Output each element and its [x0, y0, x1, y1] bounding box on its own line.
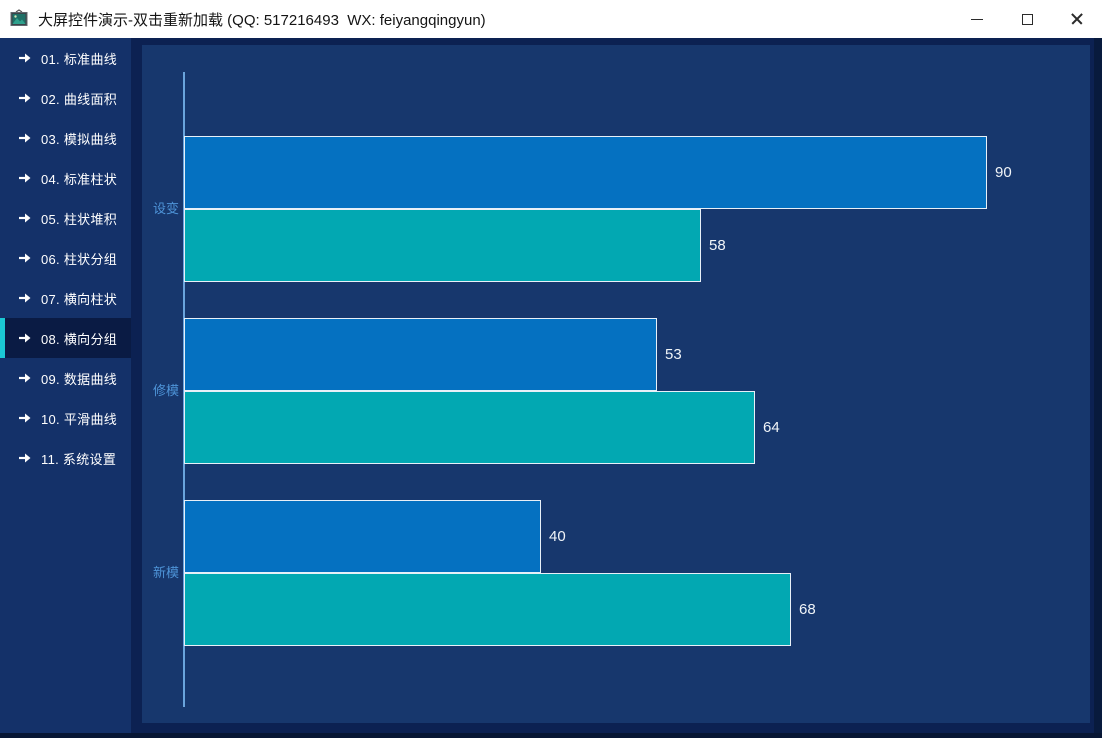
bar-series-teal-新模: [184, 573, 791, 646]
bar-series-teal-修模: [184, 391, 755, 464]
bar-series-blue-设变: [184, 136, 987, 209]
arrow-right-icon: [18, 292, 32, 304]
arrow-right-icon: [18, 92, 32, 104]
window-right-edge: [1094, 38, 1102, 738]
sidebar-item-label: 08. 横向分组: [41, 331, 118, 347]
category-label: 设变: [152, 201, 179, 216]
maximize-button[interactable]: [1002, 0, 1052, 38]
arrow-right-icon: [18, 452, 32, 464]
bar-value-label: 64: [763, 419, 780, 436]
sidebar-item-label: 06. 柱状分组: [41, 251, 118, 267]
close-icon: [1070, 12, 1084, 26]
bar-value-label: 53: [665, 346, 682, 363]
minimize-button[interactable]: [952, 0, 1002, 38]
window-controls: [952, 0, 1102, 38]
arrow-right-icon: [18, 172, 32, 184]
app-icon: [9, 9, 29, 29]
sidebar-item-07[interactable]: 07. 横向柱状: [0, 278, 131, 318]
sidebar-item-label: 07. 横向柱状: [41, 291, 118, 307]
sidebar-item-02[interactable]: 02. 曲线面积: [0, 78, 131, 118]
arrow-right-icon: [18, 412, 32, 424]
bar-value-label: 68: [799, 601, 816, 618]
close-button[interactable]: [1052, 0, 1102, 38]
bar-series-teal-设变: [184, 209, 701, 282]
arrow-right-icon: [18, 132, 32, 144]
arrow-right-icon: [18, 332, 32, 344]
window-title: 大屏控件演示-双击重新加载 (QQ: 517216493 WX: feiyang…: [38, 11, 486, 29]
sidebar-item-label: 05. 柱状堆积: [41, 211, 118, 227]
sidebar-item-11[interactable]: 11. 系统设置: [0, 438, 131, 478]
window-body: 01. 标准曲线 02. 曲线面积 03. 模拟曲线 04. 标准柱状 05. 柱状堆积…: [0, 38, 1102, 738]
arrow-right-icon: [18, 372, 32, 384]
category-label: 新模: [152, 565, 179, 580]
bar-value-label: 58: [709, 237, 726, 254]
arrow-right-icon: [18, 212, 32, 224]
sidebar-item-05[interactable]: 05. 柱状堆积: [0, 198, 131, 238]
chart-panel: 设变 90 58 修模 53 64 新模 40 68: [142, 45, 1090, 723]
window-bottom-edge: [0, 733, 1102, 738]
sidebar-item-03[interactable]: 03. 模拟曲线: [0, 118, 131, 158]
sidebar-item-label: 02. 曲线面积: [41, 91, 118, 107]
maximize-icon: [1021, 13, 1033, 25]
sidebar-item-09[interactable]: 09. 数据曲线: [0, 358, 131, 398]
titlebar[interactable]: 大屏控件演示-双击重新加载 (QQ: 517216493 WX: feiyang…: [0, 0, 1102, 38]
sidebar-item-10[interactable]: 10. 平滑曲线: [0, 398, 131, 438]
sidebar-item-04[interactable]: 04. 标准柱状: [0, 158, 131, 198]
sidebar-item-label: 03. 模拟曲线: [41, 131, 118, 147]
sidebar-item-label: 09. 数据曲线: [41, 371, 118, 387]
bar-series-blue-新模: [184, 500, 541, 573]
bar-value-label: 90: [995, 164, 1012, 181]
minimize-icon: [971, 18, 983, 20]
arrow-right-icon: [18, 252, 32, 264]
sidebar: 01. 标准曲线 02. 曲线面积 03. 模拟曲线 04. 标准柱状 05. 柱状堆积…: [0, 38, 131, 733]
sidebar-item-08[interactable]: 08. 横向分组: [0, 318, 131, 358]
bar-value-label: 40: [549, 528, 566, 545]
sidebar-item-01[interactable]: 01. 标准曲线: [0, 38, 131, 78]
arrow-right-icon: [18, 52, 32, 64]
bar-series-blue-修模: [184, 318, 657, 391]
sidebar-item-label: 11. 系统设置: [41, 451, 117, 467]
sidebar-item-label: 10. 平滑曲线: [41, 411, 118, 427]
sidebar-item-06[interactable]: 06. 柱状分组: [0, 238, 131, 278]
sidebar-item-label: 04. 标准柱状: [41, 171, 118, 187]
category-label: 修模: [152, 383, 179, 398]
sidebar-item-label: 01. 标准曲线: [41, 51, 118, 67]
